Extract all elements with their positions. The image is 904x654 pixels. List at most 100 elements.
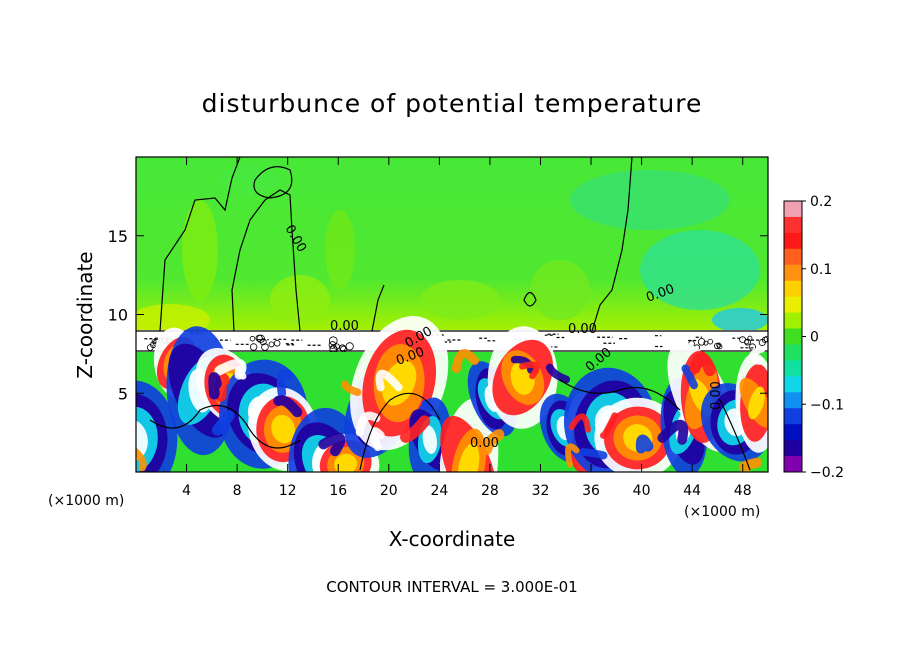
colorbar-segment — [784, 216, 802, 234]
contour-line — [523, 291, 537, 307]
swirl-layer — [136, 419, 148, 461]
upper-field-patches — [136, 165, 768, 336]
swirl-streak — [510, 355, 535, 374]
band-contour-loop — [714, 342, 721, 350]
swirl-layer — [271, 414, 296, 444]
contour-line — [371, 284, 385, 332]
colorbar-segment — [784, 296, 802, 314]
colorbar-ticks: 0.2 0.1 0 −0.1 −0.2 — [802, 194, 844, 481]
colorbar-tick-label: −0.2 — [810, 465, 844, 481]
contour-label: 0.00 — [330, 319, 359, 334]
swirl-streak — [568, 413, 591, 433]
x-tick-label: 36 — [582, 483, 600, 499]
x-unit-right: (×1000 m) — [684, 504, 760, 520]
swirl-layer — [422, 425, 438, 454]
inversion-band — [136, 330, 768, 352]
chart-title: disturbunce of potential temperature — [202, 89, 703, 118]
colorbar-segment — [784, 376, 802, 393]
colorbar-segment — [784, 248, 802, 266]
swirl-streak — [214, 372, 230, 402]
swirl-streak — [355, 411, 381, 437]
y-tick-label: 15 — [108, 227, 128, 246]
contour-line — [159, 157, 241, 332]
swirl-streak — [136, 447, 147, 472]
contour-label: 0.00 — [470, 436, 499, 451]
band-contour-loop — [707, 338, 714, 345]
swirl-streak — [738, 457, 763, 472]
swirl-streak — [749, 345, 766, 365]
swirl-streak — [369, 427, 385, 452]
x-tick-label: 28 — [481, 483, 499, 499]
colorbar — [784, 201, 802, 473]
field-patch — [270, 275, 330, 325]
field-patch — [182, 200, 218, 300]
swirl-streak — [545, 363, 571, 384]
swirl-streak — [689, 352, 716, 377]
y-tick-label: 10 — [108, 306, 128, 325]
turbulent-swirls — [136, 316, 768, 472]
contour-line — [719, 399, 751, 471]
x-tick-label: 48 — [734, 483, 752, 499]
colorbar-segment — [784, 280, 802, 298]
x-tick-label: 20 — [380, 483, 398, 499]
contour-lines — [149, 157, 751, 471]
colorbar-segment — [784, 440, 802, 457]
colorbar-segment — [784, 424, 802, 441]
x-axis-ticks: 4 8 12 16 20 24 28 32 36 40 44 48 — [182, 157, 752, 499]
colorbar-segment — [784, 456, 802, 473]
swirl-layer — [457, 443, 480, 472]
field-patch — [570, 170, 730, 230]
x-axis-label: X-coordinate — [389, 527, 516, 551]
swirl-streak — [657, 419, 689, 445]
swirl-streak — [579, 448, 608, 460]
band-contour-loop — [255, 334, 263, 342]
x-tick-label: 8 — [233, 483, 242, 499]
x-tick-label: 32 — [532, 483, 550, 499]
swirl-streak — [400, 415, 431, 443]
band-contour-loop — [758, 339, 766, 347]
swirl-streak — [635, 434, 654, 454]
field-patch — [712, 308, 768, 332]
field-patch — [220, 165, 280, 195]
field-patch — [420, 280, 500, 320]
contour-line — [359, 392, 441, 471]
colorbar-segment — [784, 392, 802, 409]
swirl-streak — [273, 395, 303, 418]
swirl-streak — [599, 412, 619, 439]
x-unit-left: (×1000 m) — [48, 493, 124, 509]
contour-line — [149, 404, 301, 449]
colorbar-tick-label: 0.2 — [810, 194, 832, 210]
colorbar-tick-label: 0 — [810, 330, 819, 346]
x-tick-label: 40 — [633, 483, 651, 499]
contour-label: 0.00 — [709, 381, 724, 410]
band-contour-loop — [763, 335, 768, 343]
colorbar-segment — [784, 328, 802, 345]
x-tick-label: 16 — [329, 483, 347, 499]
band-contour-loop — [273, 340, 281, 347]
field-patch — [530, 260, 590, 320]
swirl-streak — [421, 399, 435, 413]
band-contour-loop — [249, 343, 258, 351]
x-tick-label: 12 — [279, 483, 297, 499]
y-tick-label: 5 — [118, 384, 128, 403]
band-contour-loop — [345, 342, 354, 351]
x-tick-label: 24 — [430, 483, 448, 499]
y-axis-label: Z-coordinate — [73, 251, 97, 378]
x-tick-label: 4 — [182, 483, 191, 499]
field-patch — [325, 210, 355, 290]
band-contour-loop — [328, 336, 338, 346]
colorbar-tick-label: 0.1 — [810, 262, 832, 278]
band-contour-loop — [703, 340, 709, 346]
band-contour-loop — [716, 342, 722, 348]
colorbar-segment — [784, 344, 802, 361]
colorbar-segment — [784, 264, 802, 282]
swirl-streak — [318, 432, 346, 457]
colorbar-segment — [784, 360, 802, 377]
swirl-streak — [451, 349, 480, 374]
swirl-streak — [214, 358, 247, 380]
band-contour-loop — [697, 338, 706, 346]
contour-label: 0.00 — [568, 322, 597, 337]
swirl-streak — [276, 369, 294, 398]
swirl-streak — [518, 361, 540, 380]
